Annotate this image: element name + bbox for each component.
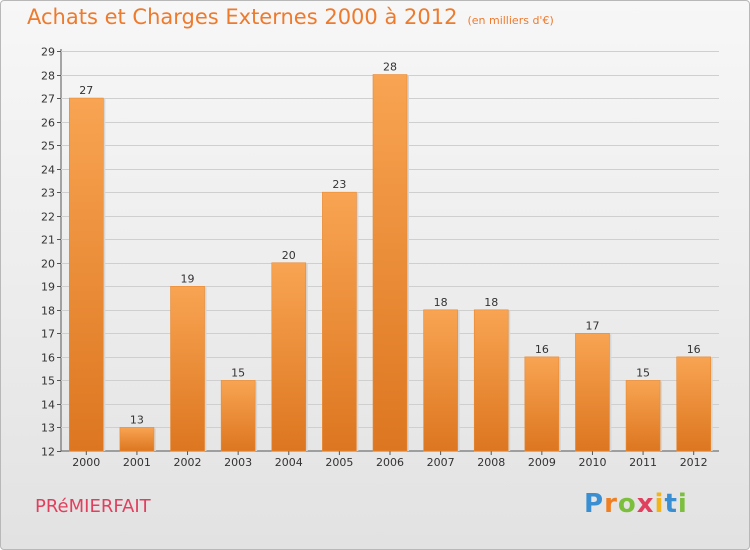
y-tick-label: 20 bbox=[41, 258, 55, 271]
logo-letter: x bbox=[636, 489, 655, 519]
x-tick-label: 2009 bbox=[528, 456, 556, 469]
bar-value-label: 15 bbox=[231, 366, 245, 379]
bar-2000 bbox=[69, 97, 104, 452]
logo-letter: P bbox=[584, 489, 605, 519]
x-tick-label: 2010 bbox=[578, 456, 606, 469]
y-tick-label: 13 bbox=[41, 422, 55, 435]
proxiti-logo: Proxiti bbox=[584, 489, 688, 519]
bar-2001 bbox=[119, 427, 155, 452]
y-tick-label: 23 bbox=[41, 187, 55, 200]
x-tick-label: 2003 bbox=[224, 456, 252, 469]
bar-2010 bbox=[575, 333, 610, 452]
y-tick-label: 15 bbox=[41, 375, 55, 388]
bar-value-label: 23 bbox=[332, 178, 346, 191]
bar-2011 bbox=[625, 380, 661, 452]
bar-value-label: 18 bbox=[484, 296, 498, 309]
label-layer: 12 13 14 15 16 17 18 19 20 21 22 23 24 25 26 27 28 29 27 20… bbox=[41, 46, 708, 470]
bar-value-label: 17 bbox=[585, 319, 599, 332]
bar-2007 bbox=[423, 309, 458, 452]
x-tick-label: 2004 bbox=[275, 456, 303, 469]
logo-letter: t bbox=[664, 489, 678, 519]
chart-unit-label: (en milliers d'€) bbox=[467, 14, 554, 27]
bar-value-label: 15 bbox=[636, 366, 650, 379]
town-name: PRéMIERFAIT bbox=[35, 496, 151, 517]
y-tick-label: 24 bbox=[41, 164, 55, 177]
chart-title-text: Achats et Charges Externes 2000 à 2012 bbox=[27, 5, 458, 29]
bar-2005 bbox=[322, 191, 357, 452]
bar-value-label: 16 bbox=[687, 343, 701, 356]
y-tick-label: 25 bbox=[41, 140, 55, 153]
x-tick-label: 2011 bbox=[629, 456, 657, 469]
x-tick-label: 2005 bbox=[325, 456, 353, 469]
bar-2004 bbox=[271, 262, 307, 452]
y-tick-label: 18 bbox=[41, 305, 55, 318]
bar-value-label: 19 bbox=[181, 272, 195, 285]
y-tick-label: 28 bbox=[41, 70, 55, 83]
bar-2012 bbox=[676, 356, 711, 452]
x-tick-label: 2001 bbox=[123, 456, 151, 469]
x-tick-label: 2012 bbox=[680, 456, 708, 469]
bar-value-label: 27 bbox=[79, 84, 93, 97]
x-tick-label: 2002 bbox=[174, 456, 202, 469]
bar-2006 bbox=[372, 74, 408, 452]
logo-letter: o bbox=[617, 489, 637, 519]
y-tick-label: 26 bbox=[41, 117, 55, 130]
bar-value-label: 28 bbox=[383, 61, 397, 74]
y-tick-label: 17 bbox=[41, 328, 55, 341]
y-tick-label: 14 bbox=[41, 399, 55, 412]
x-tick-label: 2000 bbox=[72, 456, 100, 469]
x-tick-label: 2008 bbox=[477, 456, 505, 469]
x-tick-label: 2006 bbox=[376, 456, 404, 469]
y-tick-label: 21 bbox=[41, 234, 55, 247]
y-tick-label: 27 bbox=[41, 93, 55, 106]
bar-2009 bbox=[524, 356, 560, 452]
y-tick-label: 19 bbox=[41, 281, 55, 294]
y-tick-label: 16 bbox=[41, 352, 55, 365]
logo-letter: r bbox=[604, 489, 618, 519]
logo-letter: i bbox=[677, 489, 688, 519]
bar-2008 bbox=[473, 309, 509, 452]
logo-letter: i bbox=[654, 489, 665, 519]
bar-value-label: 18 bbox=[434, 296, 448, 309]
bar-layer bbox=[69, 74, 713, 452]
x-tick-label: 2007 bbox=[427, 456, 455, 469]
y-tick-label: 22 bbox=[41, 211, 55, 224]
y-tick-label: 12 bbox=[41, 446, 55, 459]
bar-value-label: 13 bbox=[130, 413, 144, 426]
bar-value-label: 20 bbox=[282, 249, 296, 262]
y-tick-label: 29 bbox=[41, 46, 55, 59]
bar-value-label: 16 bbox=[535, 343, 549, 356]
chart-title: Achats et Charges Externes 2000 à 2012 (e… bbox=[27, 5, 554, 29]
bar-2002 bbox=[170, 285, 205, 452]
bar-2003 bbox=[220, 380, 256, 452]
